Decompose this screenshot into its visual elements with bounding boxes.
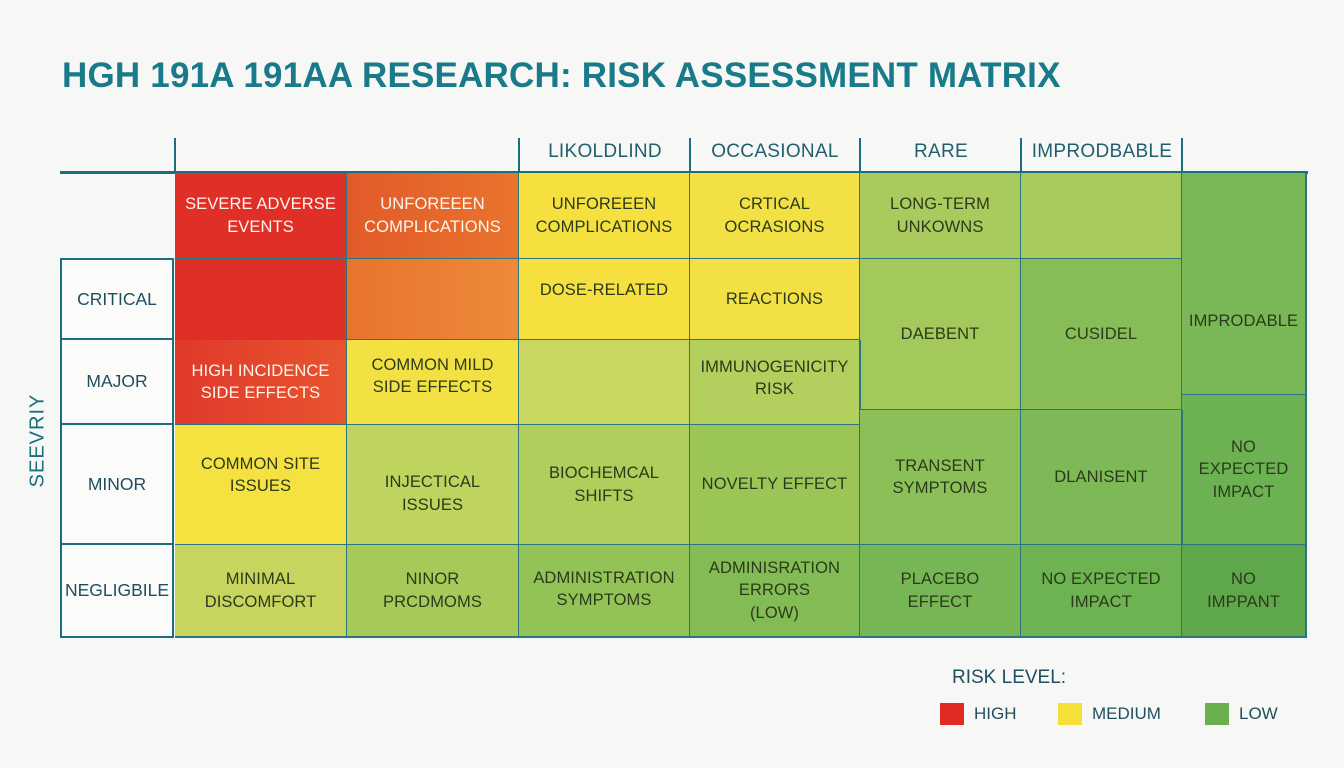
matrix-cell-critical-0 (175, 259, 348, 341)
left-border (60, 258, 62, 638)
matrix-cell-high-incidence-side-effects: HIGH INCIDENCE SIDE EFFECTS (175, 340, 348, 426)
matrix-cell-novelty-effect: NOVELTY EFFECT (690, 425, 861, 546)
matrix-cell-reactions: REACTIONS (690, 259, 861, 341)
legend-swatch-low (1205, 703, 1229, 725)
column-header-occasional: OCCASIONAL (711, 141, 839, 162)
header-divider-5 (1181, 138, 1183, 172)
matrix-cell-improbable: IMPRODABLE (1182, 173, 1307, 396)
matrix-cell-critical-1 (347, 259, 520, 341)
page-title: HGH 191A 191AA RESEARCH: RISK ASSESSMENT… (62, 56, 1061, 95)
matrix-cell-minimal-discomfort: MINIMAL DISCOMFORT (175, 545, 348, 638)
column-header-likelihood: LIKOLDLIND (548, 141, 662, 162)
matrix-cell-major-2 (519, 340, 691, 426)
matrix-cell-common-mild-side-effects: COMMON MILD SIDE EFFECTS (347, 340, 520, 426)
header-baseline (60, 171, 1308, 174)
severity-axis-label: SEEVRIY (26, 393, 49, 487)
matrix-cell-biochemical-shifts: BIOCHEMCAL SHIFTS (519, 425, 691, 546)
matrix-cell-severe-adverse-events: SEVERE ADVERSE EVENTS (175, 173, 348, 260)
legend-item-medium: MEDIUM (1058, 703, 1161, 725)
legend-title: RISK LEVEL: (952, 667, 1067, 688)
matrix-cell-unforeseen-complications: UNFOREEEN COMPLICATIONS (519, 173, 691, 260)
legend-item-low: LOW (1205, 703, 1278, 725)
header-divider-2 (689, 138, 691, 172)
header-divider-1 (518, 138, 520, 172)
matrix-cell-long-term-unknowns: LONG-TERM UNKOWNS (860, 173, 1022, 260)
legend-label-medium: MEDIUM (1092, 704, 1161, 723)
legend-item-high: HIGH (940, 703, 1017, 725)
matrix-cell-transient-symptoms: TRANSENT SYMPTOMS (860, 410, 1022, 546)
row-header-negligible: NEGLIGBILE (62, 545, 174, 638)
matrix-cell-daebent: DAEBENT (860, 259, 1022, 411)
column-header-improbable: IMPRODBABLE (1031, 141, 1173, 162)
row-header-minor: MINOR (62, 425, 174, 545)
matrix-cell-no-expected-impact: NO EXPECTED IMPACT (1021, 545, 1183, 638)
matrix-cell-common-site-issues: COMMON SITE ISSUES (175, 425, 348, 546)
matrix-cell-unforeseen-complications-high: UNFOREEEN COMPLICATIONS (347, 173, 520, 260)
column-header-rare: RARE (914, 141, 968, 162)
matrix-cell-dlanisent: DLANISENT (1021, 410, 1183, 546)
legend-swatch-medium (1058, 703, 1082, 725)
matrix-cell-dose-related: DOSE-RELATED (519, 259, 691, 341)
matrix-cell-injectical-issues: INJECTICAL ISSUES (347, 425, 520, 546)
legend-label-high: HIGH (974, 704, 1017, 723)
header-divider-4 (1020, 138, 1022, 172)
legend-swatch-high (940, 703, 964, 725)
legend-label-low: LOW (1239, 704, 1278, 723)
row-header-critical: CRITICAL (62, 258, 174, 340)
header-divider-3 (859, 138, 861, 172)
matrix-cell-administration-errors: ADMINISRATION ERRORS (LOW) (690, 545, 861, 638)
row-header-major: MAJOR (62, 340, 174, 425)
matrix-cell-top-empty (1021, 173, 1183, 260)
matrix-cell-immunogenicity-risk: IMMUNOGENICITY RISK (690, 340, 861, 426)
matrix-cell-administration-symptoms: ADMINISTRATION SYMPTOMS (519, 545, 691, 638)
matrix-cell-no-impact: NO IMPPANT (1182, 545, 1307, 638)
matrix-cell-cusidel: CUSIDEL (1021, 259, 1183, 411)
matrix-cell-critical-occasions: CRTICAL OCRASIONS (690, 173, 861, 260)
matrix-cell-no-expected-impact-right: NO EXPECTED IMPACT (1182, 395, 1307, 546)
header-divider-0 (174, 138, 176, 172)
matrix-cell-ninor-prcdmoms: NINOR PRCDMOMS (347, 545, 520, 638)
matrix-cell-placebo-effect: PLACEBO EFFECT (860, 545, 1022, 638)
